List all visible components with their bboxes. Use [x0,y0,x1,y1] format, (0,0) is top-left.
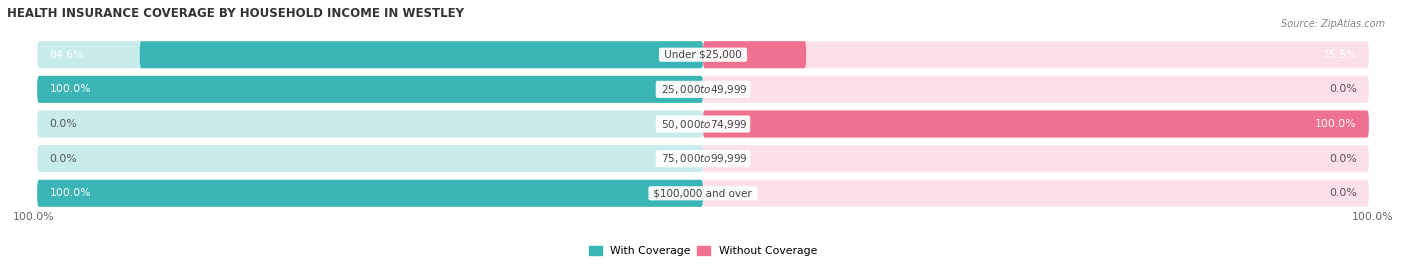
Text: 0.0%: 0.0% [1329,188,1357,198]
FancyBboxPatch shape [703,180,1369,207]
Text: 15.5%: 15.5% [1322,50,1357,60]
Text: 100.0%: 100.0% [49,84,91,94]
Text: $75,000 to $99,999: $75,000 to $99,999 [658,152,748,165]
FancyBboxPatch shape [703,41,806,68]
FancyBboxPatch shape [37,110,1369,137]
FancyBboxPatch shape [37,145,703,172]
FancyBboxPatch shape [703,41,1369,68]
Text: HEALTH INSURANCE COVERAGE BY HOUSEHOLD INCOME IN WESTLEY: HEALTH INSURANCE COVERAGE BY HOUSEHOLD I… [7,7,464,20]
Text: $50,000 to $74,999: $50,000 to $74,999 [658,117,748,130]
FancyBboxPatch shape [37,76,703,103]
Text: 0.0%: 0.0% [49,154,77,164]
Legend: With Coverage, Without Coverage: With Coverage, Without Coverage [585,242,821,261]
FancyBboxPatch shape [37,180,703,207]
Text: $25,000 to $49,999: $25,000 to $49,999 [658,83,748,96]
FancyBboxPatch shape [703,110,1369,137]
Text: 84.6%: 84.6% [49,50,84,60]
Text: 100.0%: 100.0% [13,212,55,222]
FancyBboxPatch shape [37,76,1369,103]
Text: Under $25,000: Under $25,000 [661,50,745,60]
FancyBboxPatch shape [703,145,1369,172]
Text: Source: ZipAtlas.com: Source: ZipAtlas.com [1281,19,1385,29]
FancyBboxPatch shape [37,76,703,103]
FancyBboxPatch shape [703,110,1369,137]
Text: 100.0%: 100.0% [1351,212,1393,222]
FancyBboxPatch shape [37,41,1369,68]
Text: 0.0%: 0.0% [1329,154,1357,164]
FancyBboxPatch shape [37,180,1369,207]
FancyBboxPatch shape [703,76,1369,103]
Text: $100,000 and over: $100,000 and over [651,188,755,198]
FancyBboxPatch shape [37,145,1369,172]
Text: 0.0%: 0.0% [49,119,77,129]
Text: 100.0%: 100.0% [1315,119,1357,129]
Text: 0.0%: 0.0% [1329,84,1357,94]
FancyBboxPatch shape [139,41,703,68]
FancyBboxPatch shape [37,110,703,137]
Text: 100.0%: 100.0% [49,188,91,198]
FancyBboxPatch shape [37,41,703,68]
FancyBboxPatch shape [37,180,703,207]
